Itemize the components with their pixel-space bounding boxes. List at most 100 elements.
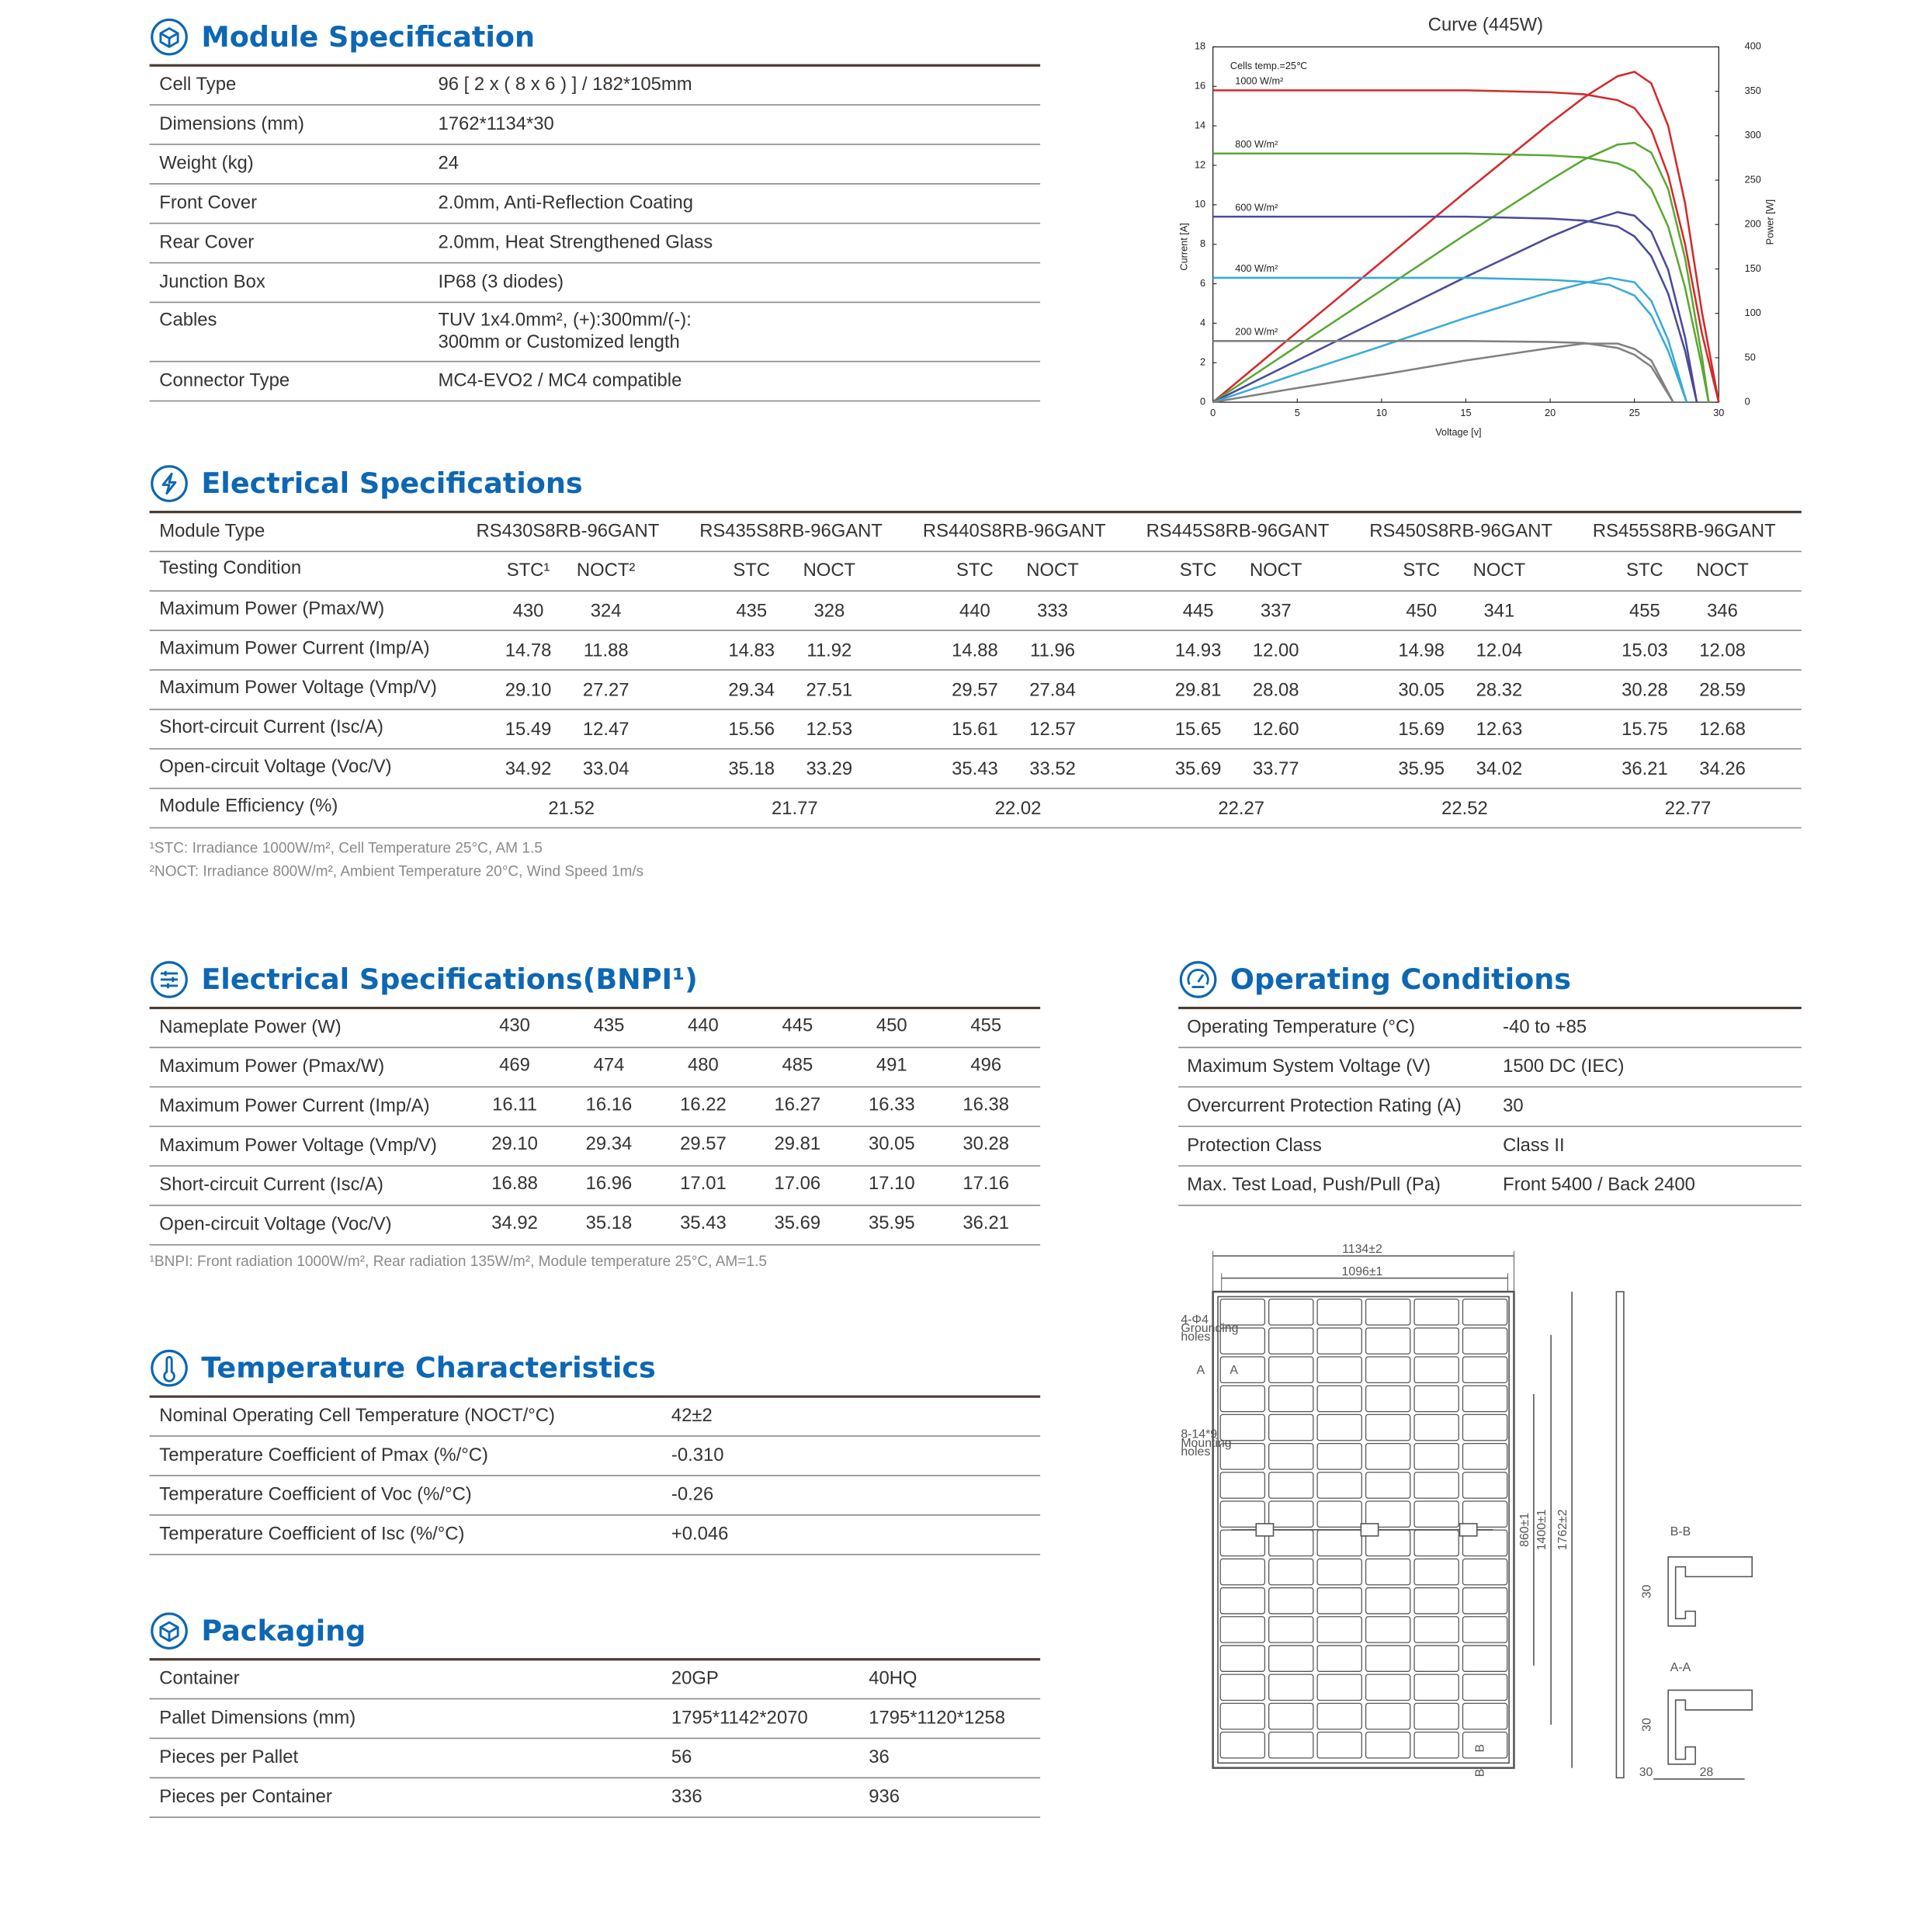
- dimension-label: 1134±2: [1342, 1243, 1382, 1256]
- junction-box: [1458, 1523, 1478, 1537]
- cell: [1365, 1674, 1411, 1701]
- section-title: Electrical Specifications(BNPI¹): [201, 963, 698, 996]
- cell: [1413, 1731, 1459, 1759]
- table-value: 33.29: [806, 758, 853, 779]
- section-title: Module Specification: [201, 20, 535, 54]
- table-value: 328: [813, 601, 845, 622]
- table-label: Maximum Power Current (Imp/A): [159, 637, 429, 658]
- section-mark: A: [1230, 1364, 1238, 1377]
- cell: [1462, 1299, 1508, 1326]
- cell: [1219, 1616, 1266, 1643]
- table-label: Short-circuit Current (Isc/A): [159, 1174, 383, 1195]
- cell: [1413, 1529, 1459, 1557]
- table-value: 12.60: [1253, 719, 1299, 740]
- cell: [1219, 1327, 1266, 1354]
- table-value: 35.95: [869, 1212, 915, 1233]
- y2-tick-label: 150: [1745, 262, 1761, 274]
- spec-label: Dimensions (mm): [159, 113, 304, 134]
- table-label: Temperature Coefficient of Isc (%/°C): [159, 1524, 464, 1545]
- table-value: 29.81: [1175, 679, 1222, 700]
- cell: [1268, 1616, 1314, 1643]
- spec-value: 1762*1134*30: [439, 113, 554, 134]
- table-label: Maximum System Voltage (V): [1187, 1056, 1431, 1077]
- dimension-label: 30: [1639, 1766, 1653, 1779]
- drawing-note: Grounding: [1181, 1322, 1238, 1335]
- icon-glyph: [1187, 969, 1209, 988]
- table-value: Front 5400 / Back 2400: [1503, 1174, 1695, 1195]
- cell: [1219, 1645, 1266, 1672]
- table-value: 16.33: [869, 1094, 915, 1115]
- table-value: 936: [869, 1786, 900, 1807]
- table-value: 29.10: [491, 1133, 538, 1154]
- panel-frame: [1212, 1290, 1515, 1769]
- table-value: 11.88: [584, 640, 629, 661]
- model-name: RS435S8RB-96GANT: [699, 520, 883, 541]
- cell: [1316, 1327, 1362, 1354]
- table-value: 30.05: [869, 1133, 915, 1154]
- cell: [1462, 1616, 1508, 1643]
- cell: [1219, 1674, 1266, 1701]
- drawing-note: holes: [1181, 1330, 1210, 1344]
- y2-tick-label: 250: [1745, 173, 1761, 185]
- cell: [1462, 1674, 1508, 1701]
- model-name: RS455S8RB-96GANT: [1593, 520, 1776, 541]
- table-value: 16.16: [586, 1094, 633, 1115]
- dimension-label: 1762±2: [1556, 1509, 1569, 1550]
- cell: [1365, 1385, 1411, 1413]
- section-mark: A: [1196, 1364, 1205, 1377]
- section-title: Operating Conditions: [1230, 963, 1571, 996]
- cell: [1413, 1385, 1459, 1413]
- spec-label: Connector Type: [159, 369, 290, 390]
- curve-label: 600 W/m²: [1235, 201, 1278, 213]
- table-value: 22.27: [1218, 798, 1264, 819]
- section-mark: B: [1474, 1769, 1487, 1778]
- table-value: 450: [876, 1015, 907, 1036]
- table-value: 430: [499, 1015, 530, 1036]
- table-value: 12.04: [1476, 640, 1523, 661]
- table-value: 27.27: [583, 679, 630, 700]
- condition: STC: [1403, 560, 1440, 581]
- cell: [1413, 1702, 1459, 1730]
- table-value: 14.83: [728, 640, 775, 661]
- cell: [1316, 1529, 1362, 1557]
- icon-glyph: [163, 1355, 175, 1382]
- table-value: 28.08: [1253, 679, 1299, 700]
- curve-label: 400 W/m²: [1235, 262, 1278, 274]
- pv-curve: [1212, 141, 1710, 404]
- table-value: 35.43: [680, 1212, 727, 1233]
- condition: STC¹: [507, 560, 550, 581]
- table-value: 445: [1183, 601, 1214, 622]
- table-value: 16.11: [492, 1094, 537, 1115]
- cell: [1268, 1702, 1314, 1730]
- table-label: Module Efficiency (%): [159, 796, 338, 817]
- pv-curve: [1212, 71, 1720, 404]
- cell: [1365, 1645, 1411, 1672]
- section-label: A-A: [1670, 1661, 1691, 1674]
- table-value: 440: [959, 601, 990, 622]
- table-label: Short-circuit Current (Isc/A): [159, 716, 383, 737]
- table-value: 337: [1261, 601, 1292, 622]
- table-value: 42±2: [671, 1405, 713, 1426]
- table-value: 33.77: [1253, 758, 1299, 779]
- cell: [1268, 1587, 1314, 1615]
- cell: [1413, 1674, 1459, 1701]
- junction-box: [1360, 1523, 1379, 1537]
- cell: [1268, 1500, 1314, 1528]
- table-value: 33.04: [583, 758, 630, 779]
- table-value: 15.03: [1622, 640, 1668, 661]
- cell: [1462, 1500, 1508, 1528]
- dimension-label: 28: [1700, 1766, 1714, 1779]
- icon-glyph: [160, 970, 179, 989]
- cell: [1316, 1356, 1362, 1384]
- table-value: Class II: [1503, 1135, 1564, 1156]
- section-label: B-B: [1670, 1525, 1691, 1538]
- y-tick-label: 14: [1195, 119, 1205, 130]
- cell: [1413, 1327, 1459, 1354]
- table-value: 40HQ: [869, 1667, 917, 1688]
- chart-title: Curve (445W): [1428, 15, 1543, 36]
- table-value: 491: [876, 1055, 907, 1076]
- drawing-note: Mounting: [1181, 1437, 1231, 1450]
- table-value: 30.05: [1398, 679, 1445, 700]
